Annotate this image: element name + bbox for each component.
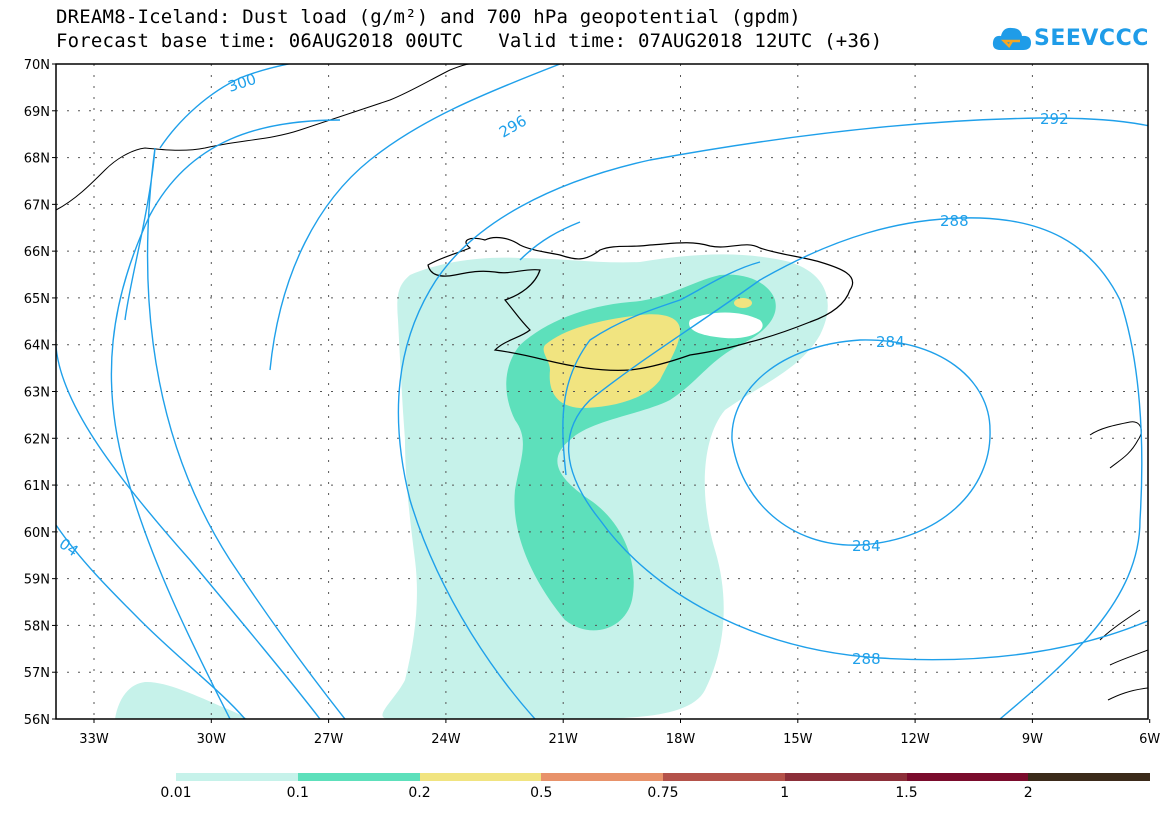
faroe-coastline	[1089, 421, 1142, 469]
lon-label: 30W	[197, 732, 227, 747]
lon-label: 24W	[431, 732, 461, 747]
legend-label: 1.5	[895, 785, 918, 801]
legend-swatch	[906, 773, 1029, 781]
map-title-line2: Forecast base time: 06AUG2018 00UTC Vali…	[56, 30, 883, 52]
iceland-coastline	[427, 236, 854, 371]
legend-label: 1	[780, 785, 790, 801]
legend-swatch	[419, 773, 542, 781]
legend-label: 2	[1023, 785, 1033, 801]
seevccc-logo: SEEVCCC	[990, 22, 1148, 56]
lat-label: 64N	[24, 339, 50, 354]
lat-label: 70N	[24, 58, 50, 73]
legend-swatch	[1028, 773, 1150, 781]
lon-label: 27W	[314, 732, 344, 747]
lat-label: 61N	[24, 479, 50, 494]
cloud-logo-icon	[992, 27, 1031, 50]
axis-labels: 70N 69N 68N 67N 66N 65N 64N 63N 62N 61N 60N 59N 58N 5…	[24, 58, 1161, 747]
greenland-coastline	[56, 64, 471, 211]
lat-label: 68N	[24, 152, 50, 167]
contour-label-284-top: 284	[876, 333, 905, 351]
contour-label-288-bottom: 288	[852, 650, 881, 668]
contour-ice-mid	[562, 261, 761, 476]
legend-label: 0.75	[647, 785, 679, 801]
contour-296-upper	[269, 64, 561, 371]
legend-swatch	[176, 773, 298, 781]
lat-label: 62N	[24, 432, 50, 447]
map-title-line1: DREAM8-Iceland: Dust load (g/m²) and 700…	[56, 6, 801, 28]
contour-label-284-bottom: 284	[852, 537, 881, 555]
dust-field-mid-spot	[734, 298, 752, 308]
plot-area	[56, 64, 1148, 719]
legend-label: 0.2	[408, 785, 431, 801]
lat-label: 63N	[24, 386, 50, 401]
legend-swatch	[784, 773, 907, 781]
logo-text: SEEVCCC	[1034, 26, 1149, 51]
contour-288-inner	[519, 221, 581, 261]
contour-292	[397, 117, 1148, 719]
lon-label: 21W	[548, 732, 578, 747]
lon-label: 33W	[79, 732, 109, 747]
contour-296-outer	[110, 119, 341, 719]
dust-hole	[689, 312, 763, 339]
lon-label: 6W	[1139, 732, 1160, 747]
lat-label: 56N	[24, 713, 50, 728]
lon-label: 15W	[783, 732, 813, 747]
contour-300	[159, 64, 292, 149]
dust-field-lowest-sw	[115, 681, 248, 719]
lat-label: 57N	[24, 666, 50, 681]
contour-label-292: 292	[1040, 110, 1069, 128]
legend-label: 0.5	[530, 785, 553, 801]
legend-colorbar	[176, 773, 1150, 781]
contour-296	[56, 147, 346, 719]
geopotential-contours	[56, 64, 1148, 719]
contour-304	[56, 524, 246, 719]
legend-label: 0.1	[286, 785, 309, 801]
lon-label: 18W	[666, 732, 696, 747]
dust-field-mid	[543, 314, 680, 408]
contour-label-300: 300	[226, 70, 259, 96]
contour-label-296: 296	[496, 112, 530, 142]
lat-label: 60N	[24, 526, 50, 541]
contour-288	[567, 217, 1148, 719]
dust-field-lowest	[382, 254, 828, 719]
lon-label: 12W	[900, 732, 930, 747]
lat-label: 58N	[24, 619, 50, 634]
legend-swatch	[297, 773, 420, 781]
legend-swatch	[541, 773, 663, 781]
lat-label: 65N	[24, 292, 50, 307]
lat-label: 69N	[24, 105, 50, 120]
contour-284	[731, 339, 991, 546]
lon-label: 9W	[1022, 732, 1043, 747]
lat-label: 67N	[24, 198, 50, 213]
contour-label-304: 04	[56, 535, 82, 561]
legend-swatch	[663, 773, 785, 781]
legend-label: 0.01	[160, 785, 192, 801]
contour-label-288-top: 288	[940, 212, 969, 230]
lat-label: 66N	[24, 245, 50, 260]
lat-label: 59N	[24, 573, 50, 588]
